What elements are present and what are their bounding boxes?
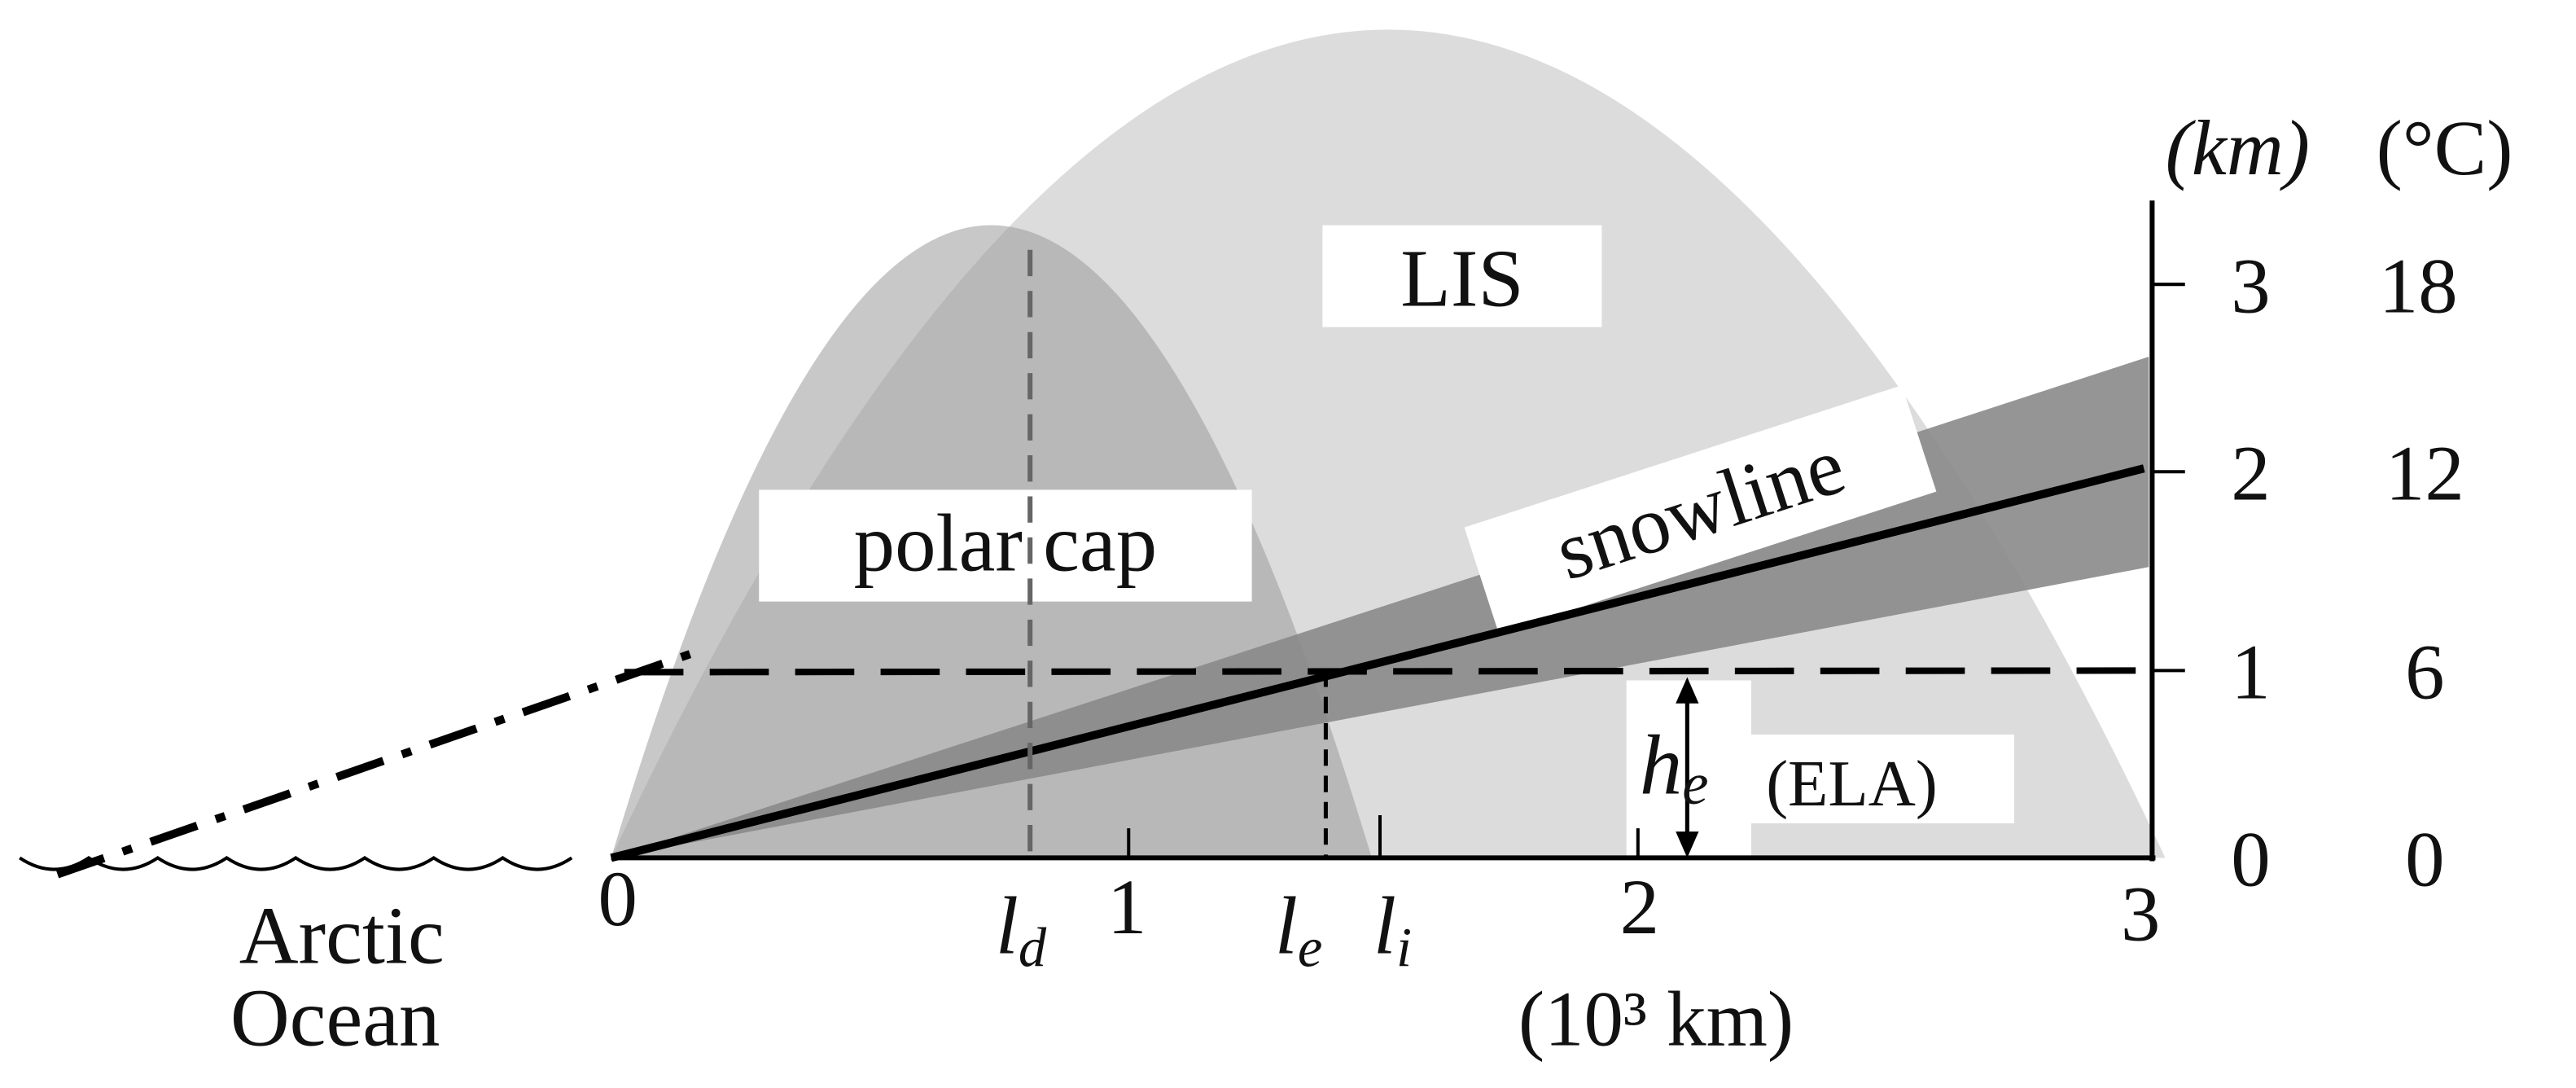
- x-axis-unit: (10³ km): [1518, 975, 1794, 1062]
- marker-label: le: [1275, 880, 1322, 978]
- y-tick-label: 6: [2405, 629, 2444, 716]
- marker-label: ld: [996, 880, 1047, 978]
- x-tick-label: 3: [2121, 870, 2160, 957]
- lis-box: [1322, 225, 1602, 327]
- ocean-label: Arctic: [239, 890, 445, 981]
- symbol: l: [1275, 880, 1298, 971]
- dash-dot-line: [55, 650, 692, 879]
- x-tick-label: 0: [598, 855, 637, 942]
- symbol: l: [996, 880, 1019, 971]
- lis-label: LIS: [1400, 232, 1523, 323]
- snowline-box: [1464, 385, 1937, 634]
- y-tick-label: 1: [2231, 629, 2270, 716]
- subscript: e: [1682, 751, 1708, 817]
- y-unit-c: (°C): [2377, 104, 2513, 191]
- symbol: l: [1373, 880, 1396, 971]
- ela-symbol: he: [1640, 718, 1709, 817]
- x-tick-label: 1: [1107, 863, 1146, 950]
- marker-label: li: [1373, 880, 1412, 978]
- y-unit-km: (km): [2166, 104, 2310, 191]
- y-tick-label: 0: [2231, 816, 2270, 903]
- arrow-head: [1676, 831, 1699, 858]
- subscript: i: [1396, 917, 1412, 979]
- snowline: [610, 464, 2145, 862]
- ela-label: (ELA): [1766, 748, 1938, 820]
- x-tick-label: 2: [1620, 863, 1659, 950]
- subscript: d: [1019, 917, 1047, 979]
- polar-cap-box: [759, 489, 1252, 602]
- arrow-head: [1676, 677, 1699, 704]
- ela-box: [1751, 735, 2014, 824]
- subscript: e: [1298, 917, 1322, 979]
- y-tick-label: 12: [2385, 430, 2464, 517]
- symbol: h: [1640, 718, 1682, 813]
- polar-cap-label: polar cap: [854, 497, 1157, 588]
- y-tick-label: 2: [2231, 430, 2270, 517]
- y-tick-label: 0: [2405, 816, 2444, 903]
- ocean-label: Ocean: [230, 972, 440, 1063]
- y-tick-label: 3: [2231, 242, 2270, 329]
- y-tick-label: 18: [2379, 242, 2458, 329]
- ocean-waves: [19, 855, 573, 871]
